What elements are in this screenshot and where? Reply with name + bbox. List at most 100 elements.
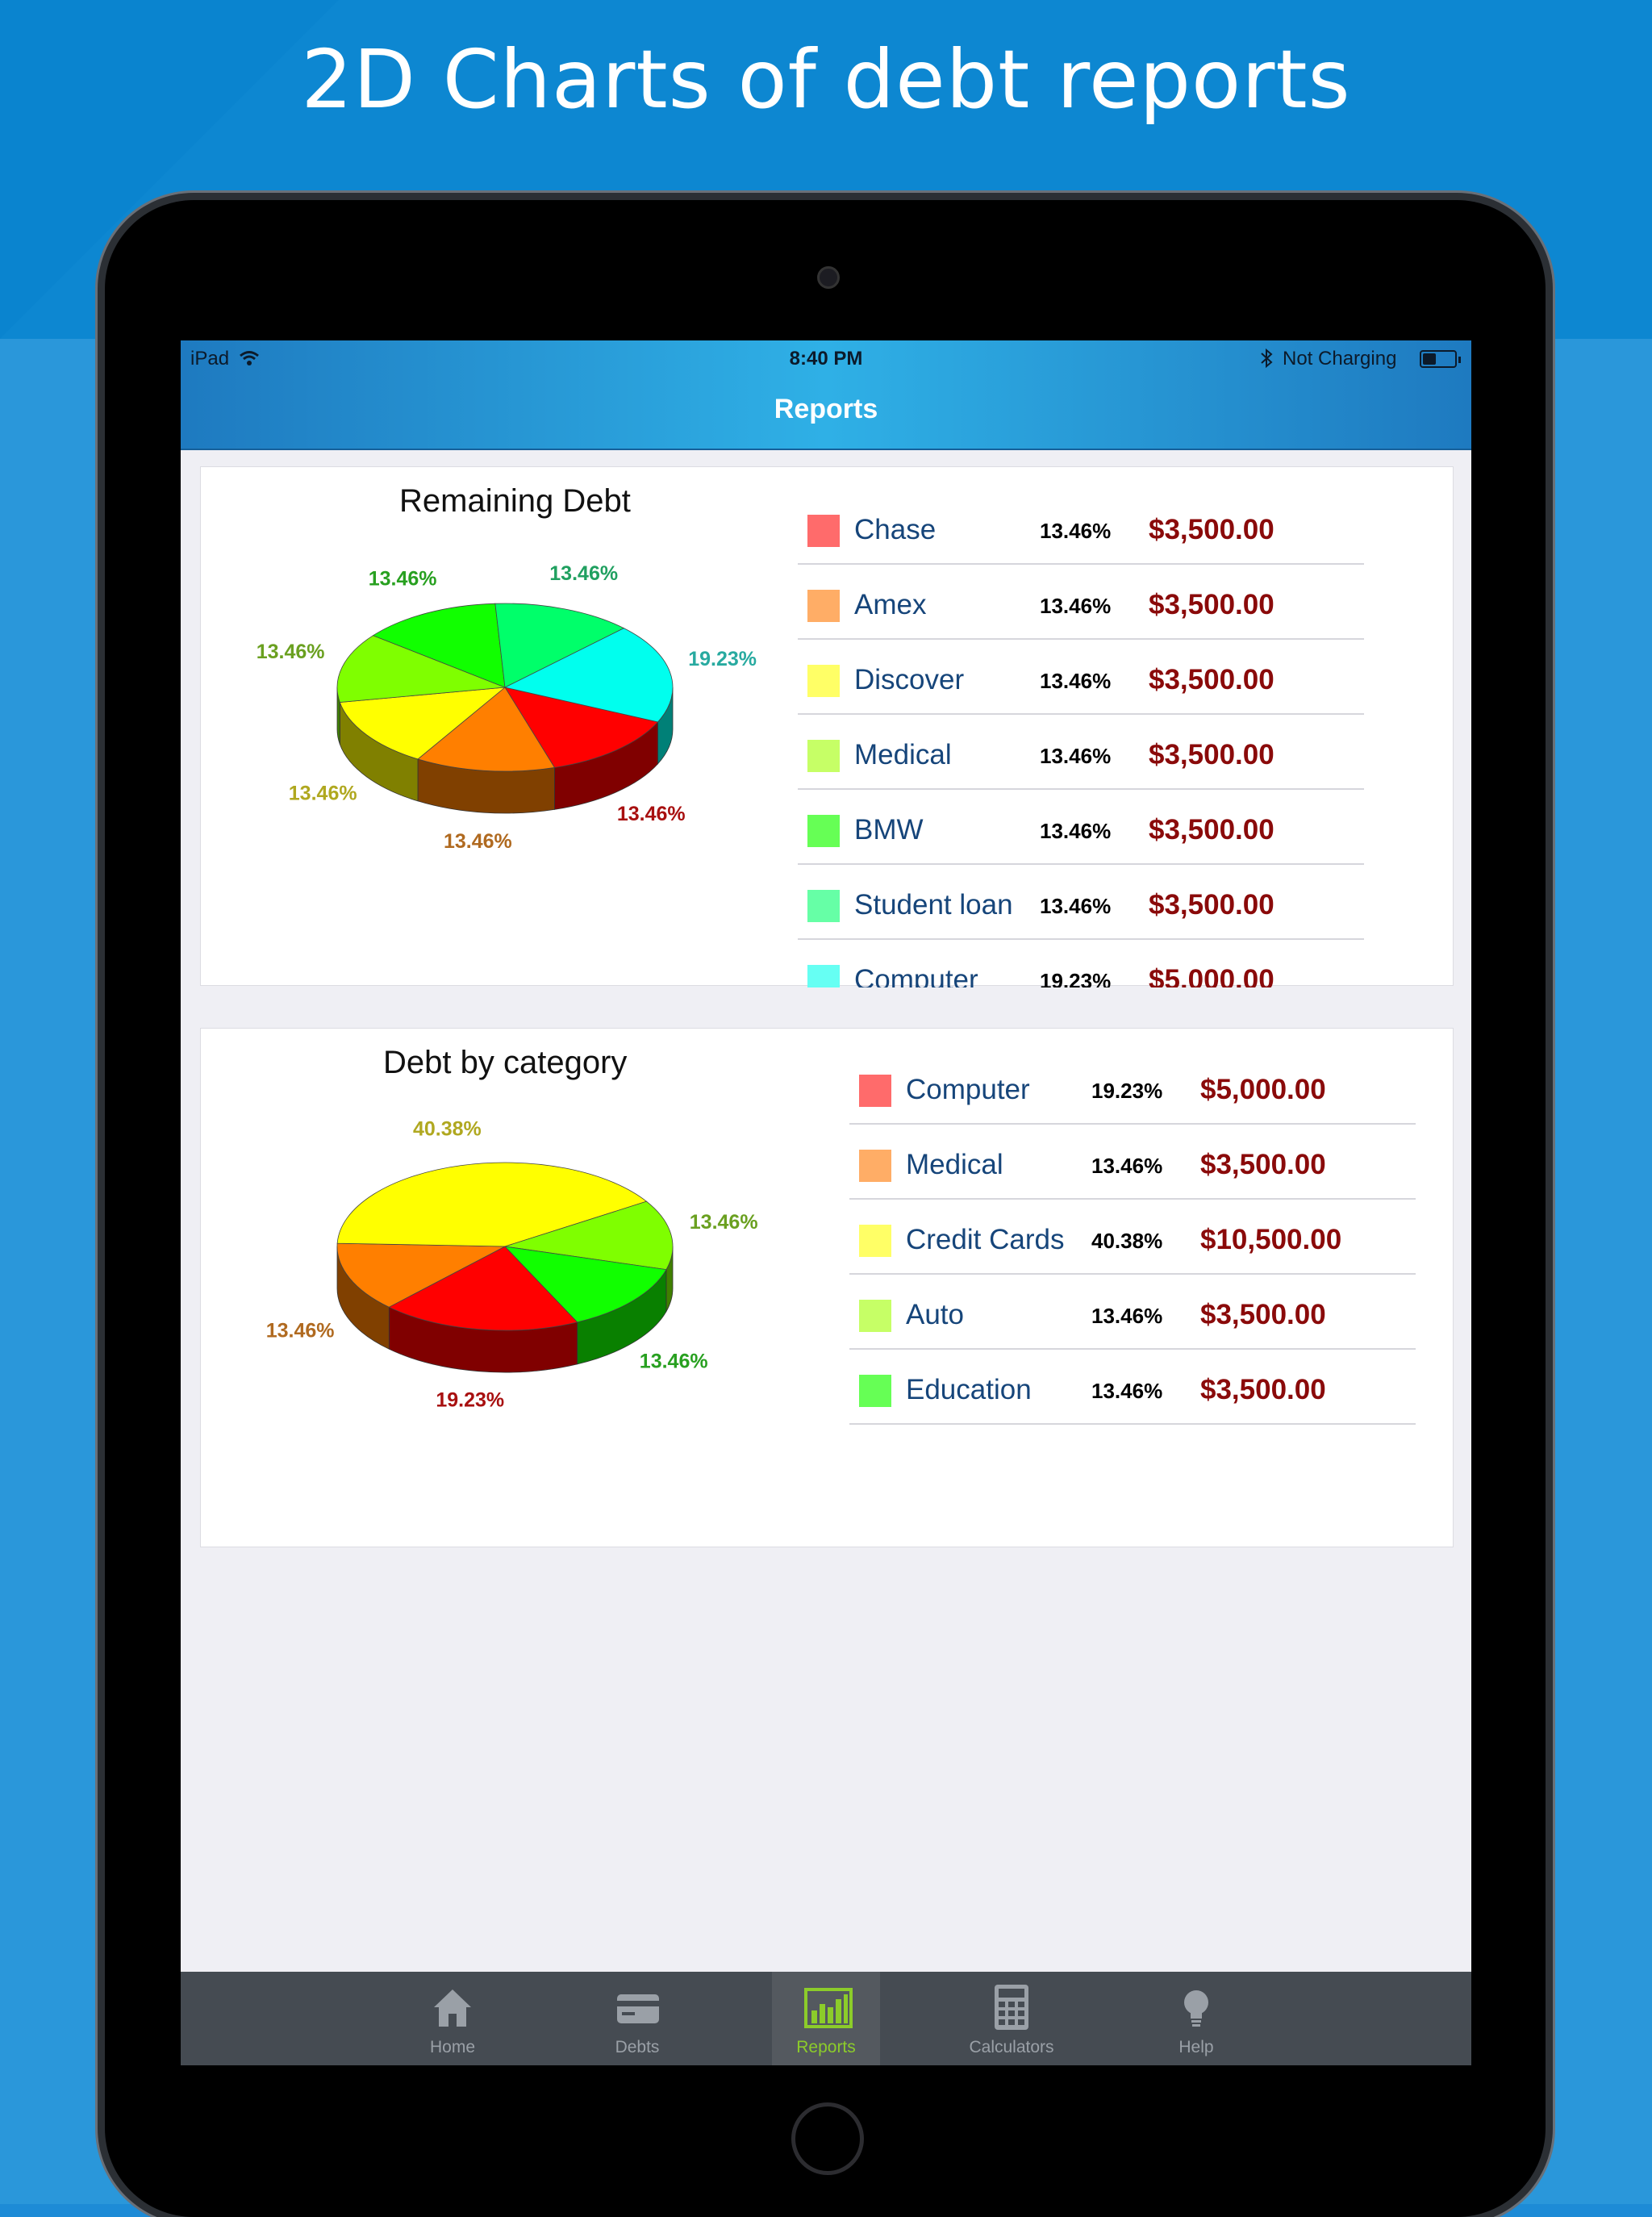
debt-by-category-card: Debt by category 19.23% 13.46% 40.38% 13.46… [200,1028,1454,1547]
credit-card-icon [617,1994,659,2023]
legend-row[interactable]: Computer 19.23% $5,000.00 [798,940,1364,987]
pie-percent-label: 13.46% [617,803,686,825]
remaining-debt-card: Remaining Debt 13.46% 13.46% 13.46% 13.46% 1… [200,466,1454,987]
status-charge: Not Charging [1283,348,1397,370]
legend-name: Discover [854,664,965,695]
bluetooth-icon [1261,349,1273,368]
legend-percent: 19.23% [1091,1079,1163,1103]
legend-row[interactable]: Auto 13.46% $3,500.00 [849,1275,1416,1350]
legend-percent: 13.46% [1091,1304,1163,1328]
debt-by-category-pie-chart: 19.23% 13.46% 40.38% 13.46% 13.46% [266,1118,758,1412]
remaining-debt-legend[interactable]: Chase 13.46% $3,500.00 Amex 13.46% $3,500.00 D… [798,490,1364,987]
pie-slice [504,687,659,768]
legend-empty-row [849,1425,1416,1493]
legend-name: Computer [906,1074,1030,1105]
tab-help[interactable]: Help [1142,1972,1250,2065]
legend-row[interactable]: Credit Cards 40.38% $10,500.00 [849,1200,1416,1275]
legend-percent: 13.46% [1091,1379,1163,1403]
legend-row[interactable]: BMW 13.46% $3,500.00 [798,790,1364,865]
legend-name: Medical [854,739,952,770]
tab-reports[interactable]: Reports [772,1972,880,2065]
legend-percent: 13.46% [1040,669,1112,693]
legend-name: Student loan [854,889,1013,921]
status-device: iPad [190,348,230,370]
legend-amount: $3,500.00 [1149,664,1274,695]
tab-label: Help [1179,2038,1214,2056]
remaining-debt-pie-chart: 13.46% 13.46% 13.46% 13.46% 13.46% 13.46% 19.2… [257,562,757,853]
legend-amount: $3,500.00 [1200,1149,1326,1180]
home-icon [434,1989,471,2027]
lightbulb-icon [1184,1990,1208,2027]
page-title: Reports [774,394,878,424]
color-swatch [859,1075,891,1107]
chart-title: Remaining Debt [399,483,631,519]
color-swatch [807,740,840,772]
tab-calculators[interactable]: Calculators [957,1972,1066,2065]
tab-bar: Home Debts Reports [181,1972,1471,2065]
legend-percent: 13.46% [1040,894,1112,918]
legend-percent: 13.46% [1040,519,1112,543]
pie-slice [504,1200,674,1271]
legend-amount: $5,000.00 [1200,1074,1326,1105]
pie-slice [372,603,506,688]
legend-row[interactable]: Amex 13.46% $3,500.00 [798,565,1364,640]
pie-percent-label: 13.46% [369,568,437,591]
legend-amount: $5,000.00 [1149,964,1274,987]
legend-amount: $3,500.00 [1149,739,1274,770]
pie-slice [339,687,507,760]
legend-name: Computer [854,964,978,987]
pie-percent-label: 13.46% [289,782,357,804]
legend-percent: 13.46% [1040,819,1112,843]
navigation-bar: iPad 8:40 PM Not Charging Reports [181,340,1471,450]
legend-percent: 13.46% [1040,744,1112,768]
legend-name: Auto [906,1299,964,1330]
bar-chart-icon [804,1988,853,2028]
legend-name: Education [906,1374,1032,1405]
wifi-icon [240,351,259,365]
pie-percent-label: 13.46% [266,1320,335,1342]
tab-label: Debts [615,2038,660,2056]
legend-name: Medical [906,1149,1003,1180]
home-button[interactable] [791,2102,864,2175]
pie-slice [336,635,506,703]
pie-percent-label: 13.46% [549,562,618,585]
legend-row[interactable]: Student loan 13.46% $3,500.00 [798,865,1364,940]
legend-row[interactable]: Medical 13.46% $3,500.00 [849,1125,1416,1200]
legend-amount: $3,500.00 [1149,814,1274,845]
legend-amount: $3,500.00 [1149,514,1274,545]
page-headline: 2D Charts of debt reports [301,32,1351,127]
calculator-icon [995,1985,1028,2030]
pie-slice [417,687,556,772]
pie-slice [388,1246,578,1331]
pie-percent-label: 13.46% [690,1211,758,1234]
camera [817,266,840,289]
legend-amount: $3,500.00 [1200,1374,1326,1405]
legend-row[interactable]: Chase 13.46% $3,500.00 [798,490,1364,565]
pie-percent-label: 19.23% [688,648,757,670]
legend-row[interactable]: Computer 19.23% $5,000.00 [849,1050,1416,1125]
app-screen: iPad 8:40 PM Not Charging Reports Remain… [181,340,1471,2065]
color-swatch [859,1150,891,1182]
legend-row[interactable]: Education 13.46% $3,500.00 [849,1350,1416,1425]
tab-home[interactable]: Home [398,1972,507,2065]
legend-name: Chase [854,514,937,545]
tab-label: Home [429,2038,476,2056]
pie-slice [336,1242,506,1308]
pie-percent-label: 13.46% [640,1351,708,1373]
legend-row[interactable]: Discover 13.46% $3,500.00 [798,640,1364,715]
color-swatch [807,590,840,622]
tab-label: Reports [796,2038,856,2056]
color-swatch [807,965,840,987]
pie-slice [494,603,625,688]
legend-row[interactable]: Medical 13.46% $3,500.00 [798,715,1364,790]
debt-by-category-legend[interactable]: Computer 19.23% $5,000.00 Medical 13.46% $3,5… [849,1050,1416,1493]
pie-slice [503,1246,667,1323]
legend-amount: $3,500.00 [1149,889,1274,921]
chart-title: Debt by category [383,1045,628,1080]
color-swatch [807,890,840,922]
tab-debts[interactable]: Debts [583,1972,691,2065]
legend-name: BMW [854,814,924,845]
pie-percent-label: 13.46% [257,641,325,663]
legend-name: Credit Cards [906,1224,1065,1255]
legend-percent: 13.46% [1091,1154,1163,1178]
